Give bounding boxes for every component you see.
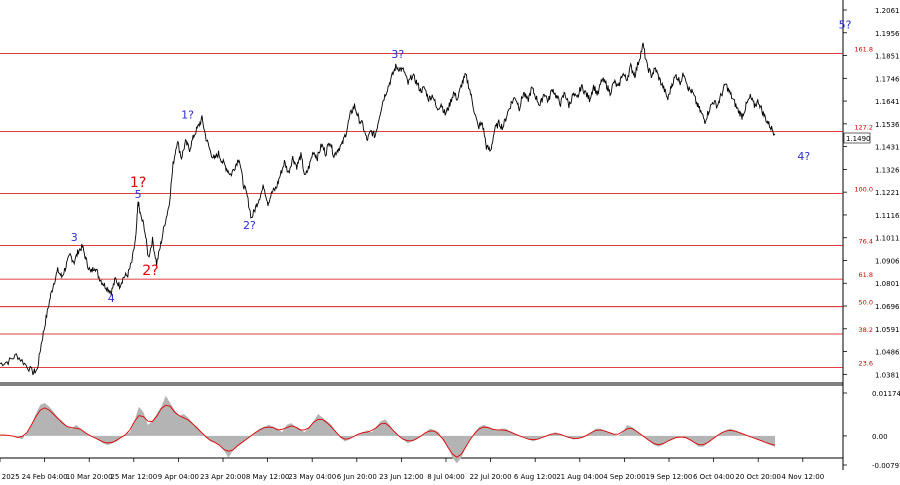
wave-label-2: 5 [135, 188, 142, 201]
fib-label-2: 100.0 [854, 185, 873, 193]
oscillator-series [0, 395, 776, 464]
time-tick-label-7: 23 May 04:00 [288, 473, 336, 481]
price-tick-label-14: 1.0591 [875, 326, 900, 334]
time-tick-label-0: 9 Feb 2025 [0, 473, 20, 481]
time-tick-label-10: 8 Jul 04:00 [427, 473, 465, 481]
oscillator-axis: 0.01174 0.00 -0.00797 [843, 390, 900, 470]
price-tick-label-6: 1.1431 [875, 144, 900, 152]
wave-label-8: 4? [797, 150, 810, 163]
price-tick-label-1: 1.1956 [875, 30, 900, 38]
osc-tick-label-1: 0.00 [872, 433, 888, 441]
time-tick-label-14: 4 Sep 20:00 [603, 473, 645, 481]
price-series [0, 42, 776, 376]
time-tick-label-12: 6 Aug 12:00 [514, 473, 557, 481]
time-tick-label-2: 10 Mar 20:00 [66, 473, 113, 481]
time-tick-label-3: 25 Mar 12:00 [110, 473, 157, 481]
time-tick-label-8: 6 Jun 20:00 [337, 473, 377, 481]
fib-label-4: 61.8 [859, 271, 873, 279]
fib-label-0: 161.8 [854, 46, 873, 54]
current-price-marker [843, 132, 871, 144]
price-tick-label-3: 1.1746 [875, 75, 900, 83]
price-tick-label-16: 1.0381 [875, 371, 900, 379]
oscillator-signal-line [0, 404, 776, 458]
time-tick-label-5: 23 Apr 20:00 [200, 473, 246, 481]
fib-label-3: 76.4 [859, 238, 873, 246]
fib-label-7: 23.6 [859, 360, 873, 368]
wave-label-0: 3 [71, 231, 78, 244]
oscillator-histogram [0, 395, 775, 464]
osc-tick-label-2: -0.00797 [872, 462, 900, 470]
wave-label-3: 1? [130, 175, 146, 191]
price-tick-label-4: 1.1641 [875, 98, 900, 106]
fib-label-6: 38.2 [859, 326, 873, 334]
price-tick-label-12: 1.0801 [875, 280, 900, 288]
price-tick-label-10: 1.1011 [875, 235, 900, 243]
price-tick-label-2: 1.1851 [875, 53, 900, 61]
price-tick-label-5: 1.1536 [875, 121, 900, 129]
fibonacci-levels: 161.8 127.2 100.0 76.4 61.8 50.0 38.2 23.6 [0, 46, 873, 369]
fib-label-5: 50.0 [859, 299, 873, 307]
price-tick-label-0: 1.2061 [875, 7, 900, 15]
fib-label-1: 127.2 [854, 124, 873, 132]
time-tick-label-15: 19 Sep 12:00 [646, 473, 693, 481]
wave-label-7: 3? [391, 48, 404, 61]
price-line [0, 42, 776, 376]
price-tick-label-15: 1.0486 [875, 349, 900, 357]
wave-label-6: 2? [243, 219, 256, 232]
price-tick-label-7: 1.1326 [875, 166, 900, 174]
time-tick-label-16: 6 Oct 04:00 [693, 473, 734, 481]
wave-label-5: 1? [181, 109, 194, 122]
time-tick-label-4: 9 Apr 04:00 [158, 473, 199, 481]
price-tick-label-11: 1.0906 [875, 257, 900, 265]
time-tick-label-17: 20 Oct 20:00 [735, 473, 781, 481]
osc-tick-label-0: 0.01174 [872, 390, 900, 398]
time-tick-label-18: 4 Nov 12:00 [781, 473, 824, 481]
price-tick-label-9: 1.1116 [875, 212, 900, 220]
time-tick-label-6: 8 May 12:00 [246, 473, 290, 481]
wave-label-1: 4 [108, 292, 115, 305]
time-tick-label-1: 24 Feb 04:00 [22, 473, 68, 481]
current-price-label: 1.1490 [846, 135, 871, 143]
price-axis: 1.2061 1.1956 1.1851 1.1746 1.1641 1.1536 1.14… [843, 7, 900, 379]
price-tick-label-13: 1.0696 [875, 303, 900, 311]
time-tick-label-9: 23 Jun 12:00 [379, 473, 423, 481]
wave-label-9: 5? [839, 19, 852, 32]
time-tick-label-13: 21 Aug 04:00 [556, 473, 603, 481]
wave-label-4: 2? [142, 263, 158, 279]
price-tick-label-8: 1.1221 [875, 189, 900, 197]
time-tick-label-11: 22 Jul 20:00 [470, 473, 512, 481]
